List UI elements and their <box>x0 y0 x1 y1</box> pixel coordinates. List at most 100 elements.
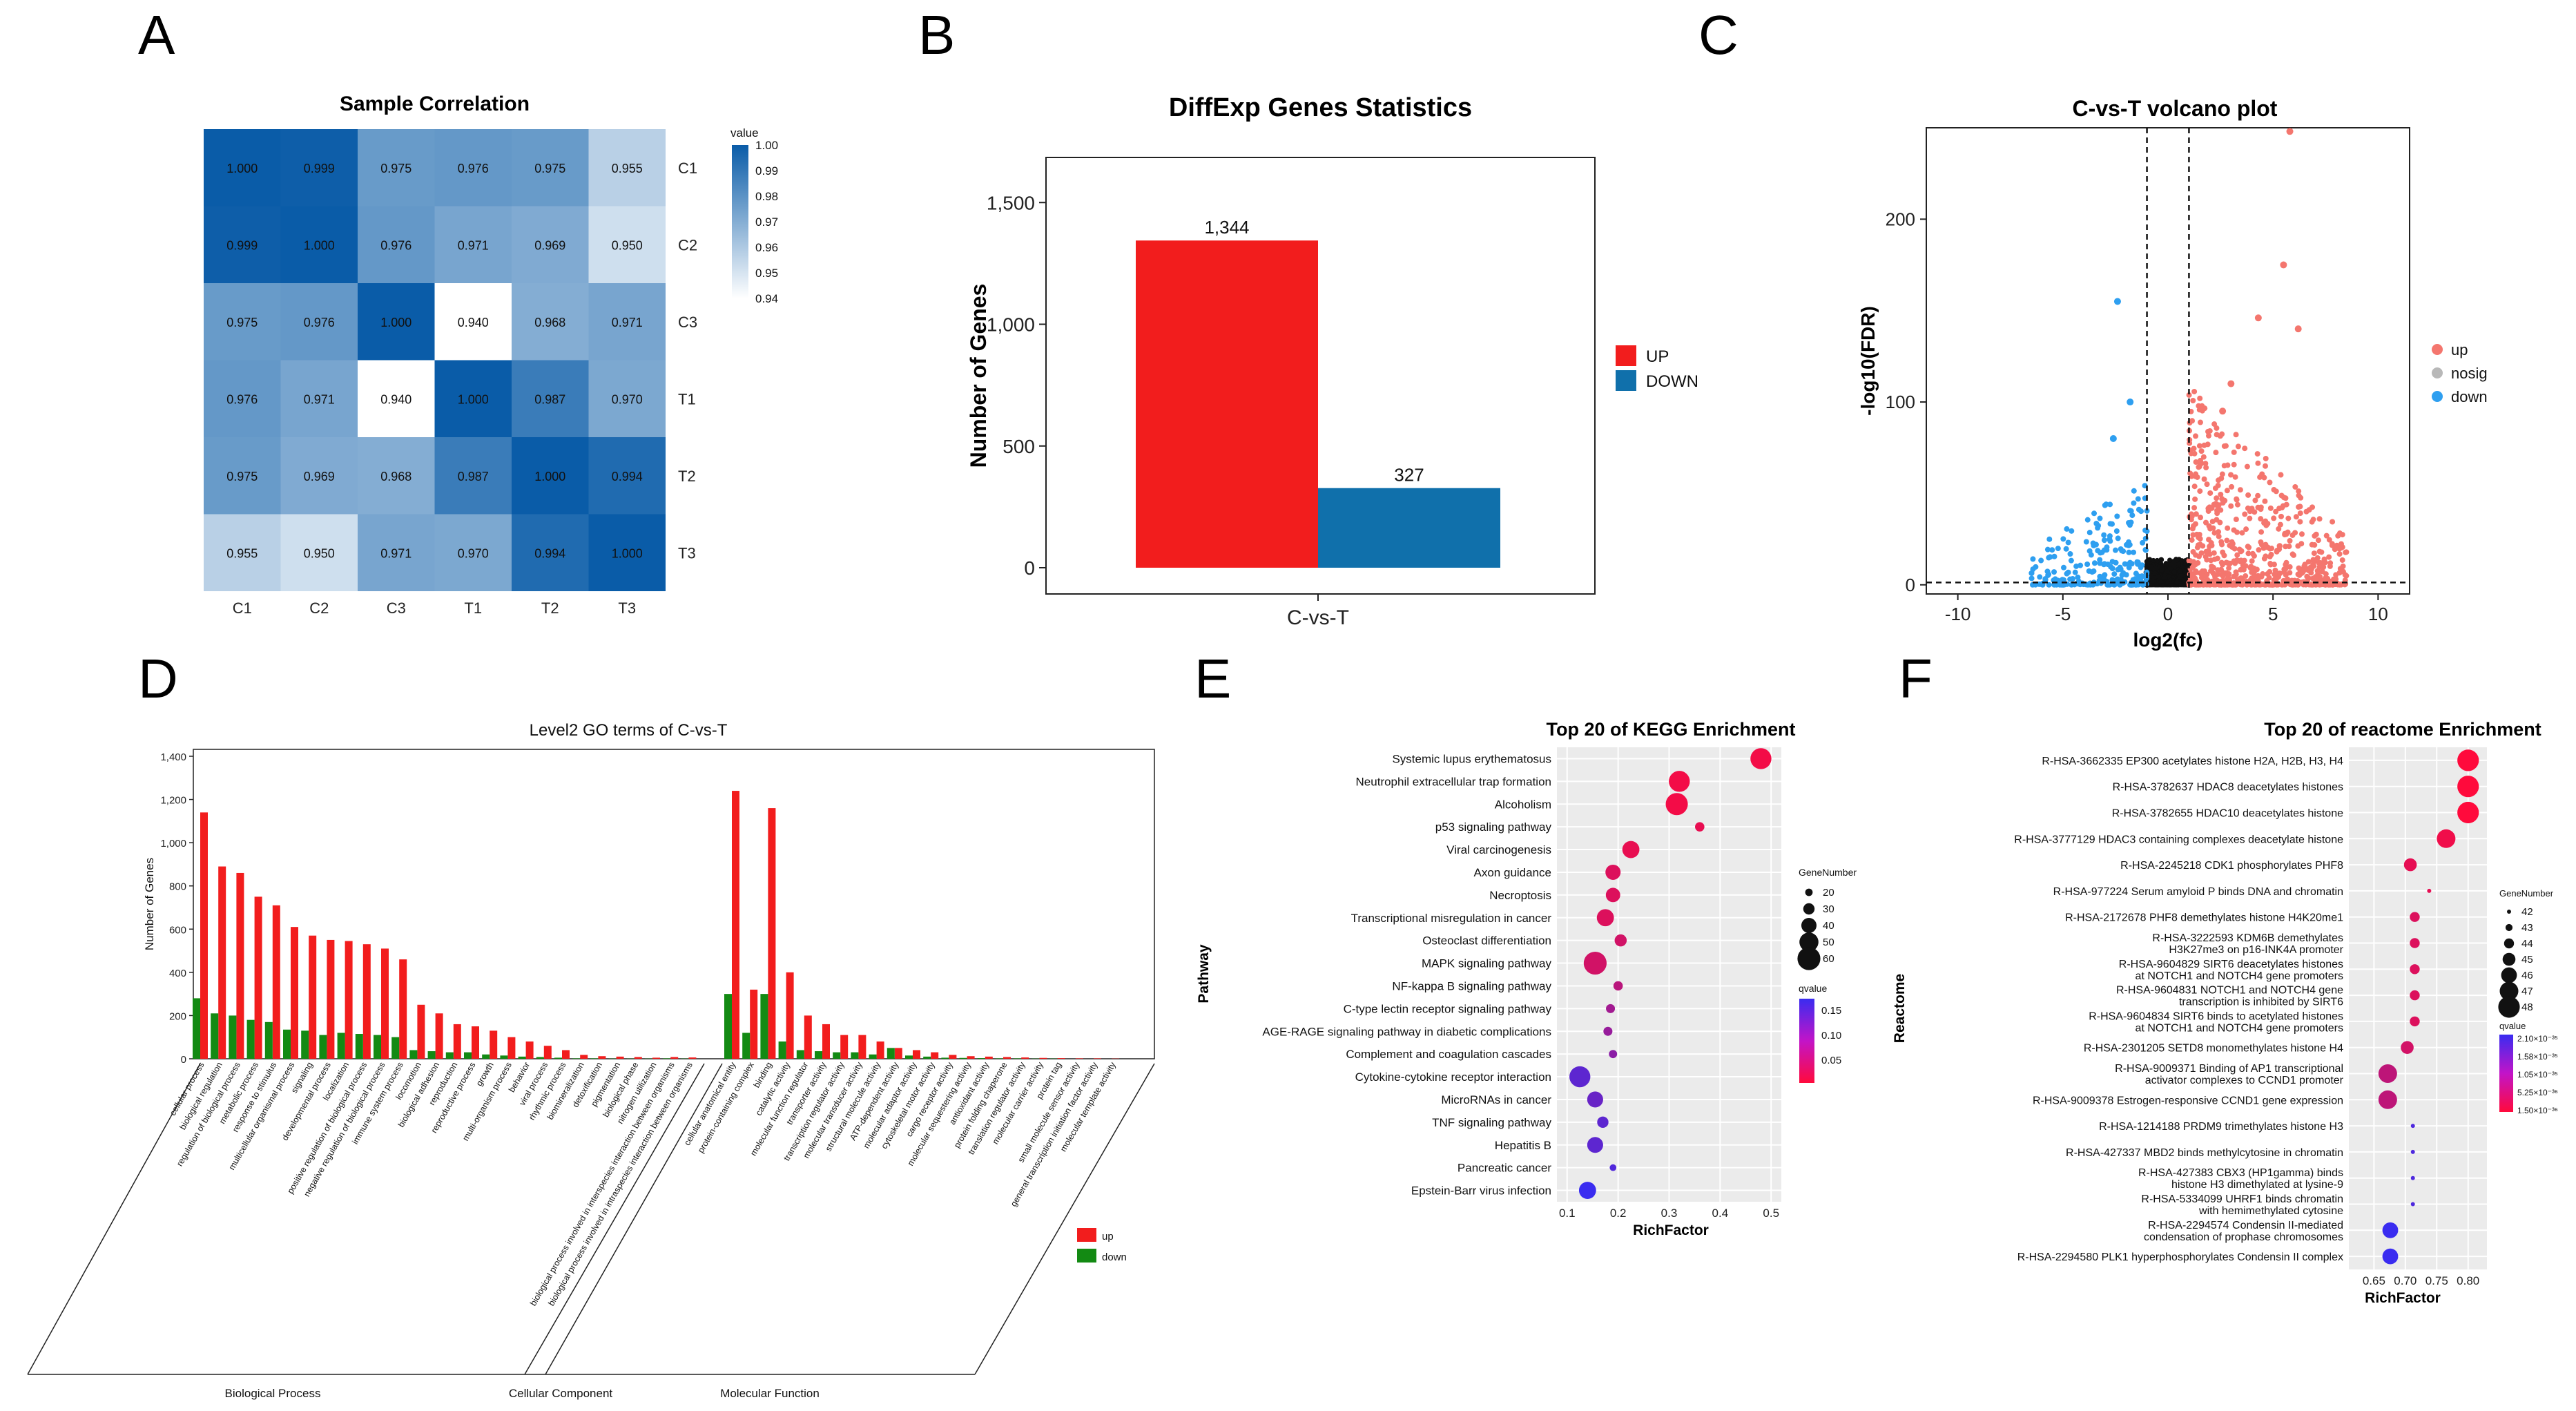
pathway-dot <box>1614 934 1627 947</box>
point-up <box>2330 519 2336 525</box>
point-up <box>2191 445 2197 452</box>
cell-value: 0.975 <box>226 316 258 329</box>
point-up <box>2202 461 2209 467</box>
heatmap-cell <box>280 514 358 591</box>
cell-value: 0.971 <box>458 238 489 252</box>
row-label: T1 <box>678 390 696 407</box>
pathway-dot <box>2410 990 2420 1001</box>
size-legend-dot <box>2504 938 2515 949</box>
point-down <box>2093 521 2100 527</box>
panel-e: E Top 20 of KEGG Enrichment Systemic lupus… <box>1194 648 1857 1238</box>
point-up <box>2261 520 2267 526</box>
size-legend-label: 20 <box>1823 887 1834 899</box>
pathway-dot <box>2437 829 2456 848</box>
col-label: T2 <box>541 599 559 617</box>
point-down <box>2109 435 2117 442</box>
point-up <box>2296 504 2302 510</box>
x-axis-title: RichFactor <box>2365 1290 2441 1306</box>
point-up <box>2233 517 2239 523</box>
heatmap-cell <box>280 283 358 361</box>
point-down <box>2135 559 2141 566</box>
heatmap-cell <box>358 283 435 361</box>
col-label: T3 <box>618 599 636 617</box>
legend-tick: 0.99 <box>755 164 778 177</box>
point-up <box>2317 574 2323 580</box>
bar-up <box>670 1057 679 1059</box>
cell-value: 0.999 <box>304 162 335 175</box>
bar-up <box>967 1056 975 1059</box>
panel-b: B DiffExp Genes Statistics 0 500 1,000 1,500 1… <box>918 4 1698 629</box>
point-up <box>2224 537 2230 544</box>
point-up <box>2283 559 2289 566</box>
pathway-label: Pancreatic cancer <box>1458 1162 1551 1175</box>
row-label: C3 <box>678 314 697 331</box>
pathway-dot <box>2410 1202 2415 1207</box>
point-down <box>2127 399 2134 406</box>
pathway-dot <box>1665 793 1688 816</box>
point-up <box>2260 545 2267 551</box>
point-nosig <box>2162 575 2167 580</box>
point-down <box>2126 519 2132 526</box>
legend-title: qvalue <box>1799 983 1827 994</box>
point-up <box>2192 496 2198 502</box>
pathway-dot <box>2382 1222 2399 1238</box>
point-up <box>2329 541 2335 547</box>
pathway-label: AGE-RAGE signaling pathway in diabetic c… <box>1262 1025 1551 1038</box>
legend-label: nosig <box>2451 365 2488 382</box>
point-nosig <box>2182 560 2187 566</box>
point-up <box>2289 551 2296 557</box>
point-up <box>2343 549 2350 555</box>
point-up <box>2294 325 2302 333</box>
size-legend-dot <box>2498 996 2520 1018</box>
point-up <box>2197 488 2203 495</box>
panel-letter-e: E <box>1194 648 1231 709</box>
pathway-dot <box>2378 1090 2397 1109</box>
pathway-dot <box>2410 1175 2415 1180</box>
size-legend-dot <box>1797 947 1821 970</box>
size-legend-label: 46 <box>2521 970 2533 981</box>
legend-tick: 0.98 <box>755 190 778 203</box>
point-up <box>2211 421 2218 428</box>
point-up <box>2218 507 2224 513</box>
point-down <box>2127 582 2133 588</box>
color-legend-bar <box>1799 999 1814 1083</box>
point-down <box>2089 569 2095 575</box>
point-up <box>2308 582 2314 588</box>
point-up <box>2315 537 2321 544</box>
point-up <box>2301 563 2307 569</box>
size-legend-dot <box>2507 910 2511 914</box>
point-up <box>2243 573 2249 579</box>
panel-letter-a: A <box>138 4 175 66</box>
point-up <box>2257 474 2263 480</box>
pathway-label: R-HSA-9604829 SIRT6 deacetylates histone… <box>2119 959 2343 970</box>
pathway-label: R-HSA-9009371 Binding of AP1 transcripti… <box>2115 1063 2343 1075</box>
point-down <box>2086 530 2093 536</box>
cell-value: 0.976 <box>380 238 411 252</box>
y-tick-label: 400 <box>169 968 186 979</box>
x-axis-title: RichFactor <box>1633 1222 1709 1238</box>
pathway-dot <box>2457 776 2479 798</box>
pathway-label: TNF signaling pathway <box>1432 1116 1551 1129</box>
heatmap-cell <box>434 206 512 283</box>
size-legend-label: 47 <box>2521 986 2533 997</box>
point-nosig <box>2156 574 2161 579</box>
y-tick-label: 600 <box>169 924 186 936</box>
cell-value: 0.950 <box>612 238 643 252</box>
heatmap-cell <box>434 437 512 515</box>
point-up <box>2321 564 2327 570</box>
cell-value: 0.975 <box>226 470 258 483</box>
point-up <box>2323 532 2330 539</box>
point-up <box>2268 551 2274 557</box>
size-legend-label: 48 <box>2521 1001 2533 1013</box>
point-nosig <box>2167 573 2172 579</box>
heatmap-cell <box>434 514 512 591</box>
cell-value: 0.975 <box>380 162 411 175</box>
point-up <box>2316 516 2323 522</box>
point-up <box>2243 563 2249 569</box>
x-tick-label: 0.65 <box>2363 1274 2385 1287</box>
group-label: Molecular Function <box>720 1387 820 1400</box>
point-up <box>2339 557 2345 563</box>
x-tick-label: 0 <box>2163 604 2173 624</box>
point-down <box>2037 574 2043 580</box>
point-down <box>2044 546 2051 553</box>
